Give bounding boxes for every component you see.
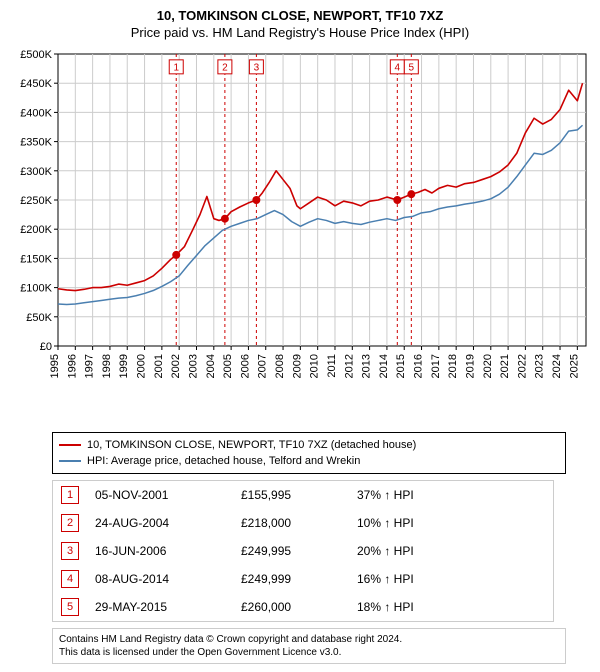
- svg-text:4: 4: [395, 62, 401, 73]
- transaction-price: £155,995: [241, 488, 341, 502]
- table-row: 2 24-AUG-2004 £218,000 10% ↑ HPI: [53, 509, 553, 537]
- svg-text:2016: 2016: [413, 354, 425, 378]
- transaction-index: 3: [61, 542, 79, 560]
- svg-text:3: 3: [254, 62, 260, 73]
- legend-item: HPI: Average price, detached house, Telf…: [59, 453, 559, 469]
- chart-svg: £0 £50K £100K £150K £200K £250K £300K £350K £400…: [8, 46, 592, 426]
- transaction-index: 1: [61, 486, 79, 504]
- transaction-date: 16-JUN-2006: [95, 544, 225, 558]
- svg-text:2005: 2005: [222, 354, 234, 378]
- svg-text:1997: 1997: [84, 354, 96, 378]
- svg-text:1999: 1999: [118, 354, 130, 378]
- svg-text:2011: 2011: [326, 354, 338, 378]
- transaction-diff: 20% ↑ HPI: [357, 544, 545, 558]
- svg-text:£450K: £450K: [20, 78, 52, 90]
- transaction-price: £249,995: [241, 544, 341, 558]
- svg-text:£250K: £250K: [20, 195, 52, 207]
- svg-text:2010: 2010: [309, 354, 321, 378]
- svg-text:1998: 1998: [101, 354, 113, 378]
- svg-text:2: 2: [222, 62, 228, 73]
- svg-text:2019: 2019: [464, 354, 476, 378]
- legend-label: HPI: Average price, detached house, Telf…: [87, 455, 360, 467]
- chart-title: 10, TOMKINSON CLOSE, NEWPORT, TF10 7XZ: [8, 8, 592, 23]
- legend-swatch: [59, 444, 81, 446]
- svg-text:£350K: £350K: [20, 137, 52, 149]
- svg-text:2024: 2024: [551, 354, 563, 378]
- table-row: 3 16-JUN-2006 £249,995 20% ↑ HPI: [53, 537, 553, 565]
- svg-text:2022: 2022: [516, 354, 528, 378]
- transaction-diff: 18% ↑ HPI: [357, 600, 545, 614]
- transaction-index: 5: [61, 598, 79, 616]
- svg-text:2025: 2025: [568, 354, 580, 378]
- transaction-diff: 37% ↑ HPI: [357, 488, 545, 502]
- svg-text:2006: 2006: [239, 354, 251, 378]
- svg-text:£0: £0: [40, 341, 52, 353]
- transaction-price: £249,999: [241, 572, 341, 586]
- table-row: 1 05-NOV-2001 £155,995 37% ↑ HPI: [53, 481, 553, 509]
- svg-text:2002: 2002: [170, 354, 182, 378]
- svg-text:2018: 2018: [447, 354, 459, 378]
- svg-text:£100K: £100K: [20, 283, 52, 295]
- transaction-date: 05-NOV-2001: [95, 488, 225, 502]
- svg-text:2013: 2013: [361, 354, 373, 378]
- svg-text:£150K: £150K: [20, 253, 52, 265]
- svg-text:2014: 2014: [378, 354, 390, 378]
- svg-text:2001: 2001: [153, 354, 165, 378]
- svg-text:1995: 1995: [49, 354, 61, 378]
- svg-text:£500K: £500K: [20, 49, 52, 61]
- svg-text:2009: 2009: [291, 354, 303, 378]
- transaction-date: 08-AUG-2014: [95, 572, 225, 586]
- svg-text:2007: 2007: [257, 354, 269, 378]
- table-row: 5 29-MAY-2015 £260,000 18% ↑ HPI: [53, 593, 553, 621]
- svg-text:2003: 2003: [187, 354, 199, 378]
- transaction-diff: 16% ↑ HPI: [357, 572, 545, 586]
- transaction-date: 24-AUG-2004: [95, 516, 225, 530]
- footer-line: This data is licensed under the Open Gov…: [59, 646, 559, 659]
- legend-swatch: [59, 460, 81, 462]
- chart-container: £0 £50K £100K £150K £200K £250K £300K £350K £400…: [8, 46, 592, 426]
- svg-text:£300K: £300K: [20, 166, 52, 178]
- svg-text:£50K: £50K: [26, 312, 52, 324]
- svg-text:2008: 2008: [274, 354, 286, 378]
- svg-text:5: 5: [409, 62, 415, 73]
- svg-text:2015: 2015: [395, 354, 407, 378]
- svg-text:1: 1: [173, 62, 179, 73]
- legend-item: 10, TOMKINSON CLOSE, NEWPORT, TF10 7XZ (…: [59, 437, 559, 453]
- svg-text:2023: 2023: [534, 354, 546, 378]
- svg-text:2012: 2012: [343, 354, 355, 378]
- svg-text:2004: 2004: [205, 354, 217, 378]
- svg-text:£400K: £400K: [20, 107, 52, 119]
- legend: 10, TOMKINSON CLOSE, NEWPORT, TF10 7XZ (…: [52, 432, 566, 474]
- svg-text:2021: 2021: [499, 354, 511, 378]
- svg-text:2020: 2020: [482, 354, 494, 378]
- transaction-date: 29-MAY-2015: [95, 600, 225, 614]
- svg-text:1996: 1996: [66, 354, 78, 378]
- transaction-diff: 10% ↑ HPI: [357, 516, 545, 530]
- transaction-price: £218,000: [241, 516, 341, 530]
- footer-attribution: Contains HM Land Registry data © Crown c…: [52, 628, 566, 664]
- transaction-price: £260,000: [241, 600, 341, 614]
- transaction-index: 4: [61, 570, 79, 588]
- table-row: 4 08-AUG-2014 £249,999 16% ↑ HPI: [53, 565, 553, 593]
- transaction-index: 2: [61, 514, 79, 532]
- svg-text:£200K: £200K: [20, 224, 52, 236]
- transactions-table: 1 05-NOV-2001 £155,995 37% ↑ HPI 2 24-AUG-200…: [52, 480, 554, 622]
- chart-subtitle: Price paid vs. HM Land Registry's House …: [8, 25, 592, 40]
- svg-text:2017: 2017: [430, 354, 442, 378]
- svg-text:2000: 2000: [136, 354, 148, 378]
- legend-label: 10, TOMKINSON CLOSE, NEWPORT, TF10 7XZ (…: [87, 439, 416, 451]
- footer-line: Contains HM Land Registry data © Crown c…: [59, 633, 559, 646]
